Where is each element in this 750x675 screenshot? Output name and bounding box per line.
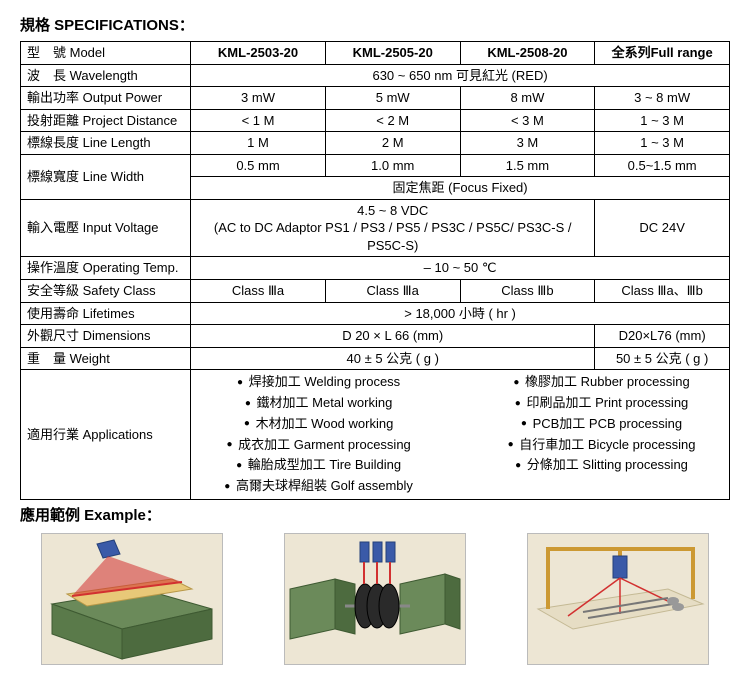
apps-col1: ● 焊接加工 Welding process● 鐵材加工 Metal worki… <box>197 372 440 497</box>
linelen-m2: 2 M <box>325 132 460 155</box>
linew-full: 0.5~1.5 mm <box>595 154 730 177</box>
row-proj: 投射距離 Project Distance < 1 M < 2 M < 3 M … <box>21 109 730 132</box>
optemp-label: 操作溫度 Operating Temp. <box>21 257 191 280</box>
output-label: 輸出功率 Output Power <box>21 87 191 110</box>
weight-main: 40 ± 5 公克 ( g ) <box>191 347 595 370</box>
linelen-label: 標線長度 Line Length <box>21 132 191 155</box>
row-dim: 外觀尺寸 Dimensions D 20 × L 66 (mm) D20×L76… <box>21 325 730 348</box>
involt-full: DC 24V <box>595 199 730 257</box>
linelen-m3: 3 M <box>460 132 595 155</box>
spec-table: 型 號 Model KML-2503-20 KML-2505-20 KML-25… <box>20 41 730 500</box>
linelen-m1: 1 M <box>191 132 326 155</box>
app-item: ● 分條加工 Slitting processing <box>480 455 723 476</box>
examples-row <box>20 533 730 665</box>
bullet-icon: ● <box>236 460 242 471</box>
safety-m3: Class Ⅲb <box>460 280 595 303</box>
dim-full: D20×L76 (mm) <box>595 325 730 348</box>
row-weight: 重 量 Weight 40 ± 5 公克 ( g ) 50 ± 5 公克 ( g… <box>21 347 730 370</box>
example-tile-2 <box>284 533 466 665</box>
row-safety: 安全等級 Safety Class Class Ⅲa Class Ⅲa Clas… <box>21 280 730 303</box>
example3-illustration <box>528 534 708 664</box>
row-output: 輸出功率 Output Power 3 mW 5 mW 8 mW 3 ~ 8 m… <box>21 87 730 110</box>
col-m2: KML-2505-20 <box>325 42 460 65</box>
safety-m2: Class Ⅲa <box>325 280 460 303</box>
linew-label: 標線寬度 Line Width <box>21 154 191 199</box>
life-label: 使用壽命 Lifetimes <box>21 302 191 325</box>
dim-label: 外觀尺寸 Dimensions <box>21 325 191 348</box>
example-tile-3 <box>527 533 709 665</box>
weight-full: 50 ± 5 公克 ( g ) <box>595 347 730 370</box>
proj-label: 投射距離 Project Distance <box>21 109 191 132</box>
bullet-icon: ● <box>237 377 243 388</box>
involt-main: 4.5 ~ 8 VDC (AC to DC Adaptor PS1 / PS3 … <box>191 199 595 257</box>
bullet-icon: ● <box>515 460 521 471</box>
example-heading: 應用範例 Example： <box>20 504 730 525</box>
safety-label: 安全等級 Safety Class <box>21 280 191 303</box>
wavelength-label: 波 長 Wavelength <box>21 64 191 87</box>
optemp-value: – 10 ~ 50 ℃ <box>191 257 730 280</box>
bullet-icon: ● <box>508 439 514 450</box>
proj-m1: < 1 M <box>191 109 326 132</box>
linew-m1: 0.5 mm <box>191 154 326 177</box>
example-tile-1 <box>41 533 223 665</box>
apps-col2: ● 橡膠加工 Rubber processing● 印刷品加工 Print pr… <box>480 372 723 497</box>
app-item: ● 高爾夫球桿組裝 Golf assembly <box>197 476 440 497</box>
dim-main: D 20 × L 66 (mm) <box>191 325 595 348</box>
row-involt: 輸入電壓 Input Voltage 4.5 ~ 8 VDC (AC to DC… <box>21 199 730 257</box>
apps-label: 適用行業 Applications <box>21 370 191 500</box>
app-item: ● 印刷品加工 Print processing <box>480 393 723 414</box>
col-full: 全系列Full range <box>595 42 730 65</box>
safety-m1: Class Ⅲa <box>191 280 326 303</box>
output-m3: 8 mW <box>460 87 595 110</box>
app-item: ● 橡膠加工 Rubber processing <box>480 372 723 393</box>
wavelength-value: 630 ~ 650 nm 可見紅光 (RED) <box>191 64 730 87</box>
involt-label: 輸入電壓 Input Voltage <box>21 199 191 257</box>
spec-heading: 規格 SPECIFICATIONS： <box>20 14 730 35</box>
app-item: ● 鐵材加工 Metal working <box>197 393 440 414</box>
linelen-full: 1 ~ 3 M <box>595 132 730 155</box>
weight-label: 重 量 Weight <box>21 347 191 370</box>
output-full: 3 ~ 8 mW <box>595 87 730 110</box>
proj-m3: < 3 M <box>460 109 595 132</box>
bullet-icon: ● <box>515 398 521 409</box>
life-value: > 18,000 小時 ( hr ) <box>191 302 730 325</box>
proj-full: 1 ~ 3 M <box>595 109 730 132</box>
row-optemp: 操作溫度 Operating Temp. – 10 ~ 50 ℃ <box>21 257 730 280</box>
app-item: ● 木材加工 Wood working <box>197 414 440 435</box>
row-apps: 適用行業 Applications ● 焊接加工 Welding process… <box>21 370 730 500</box>
app-item: ● 成衣加工 Garment processing <box>197 435 440 456</box>
row-life: 使用壽命 Lifetimes > 18,000 小時 ( hr ) <box>21 302 730 325</box>
involt-line2: (AC to DC Adaptor PS1 / PS3 / PS5 / PS3C… <box>214 220 572 253</box>
linew-m2: 1.0 mm <box>325 154 460 177</box>
linew-m3: 1.5 mm <box>460 154 595 177</box>
app-item: ● 輪胎成型加工 Tire Building <box>197 455 440 476</box>
example1-illustration <box>42 534 222 664</box>
bullet-icon: ● <box>224 481 230 492</box>
involt-line1: 4.5 ~ 8 VDC <box>357 203 428 218</box>
bullet-icon: ● <box>244 418 250 429</box>
bullet-icon: ● <box>521 418 527 429</box>
bullet-icon: ● <box>513 377 519 388</box>
col-model-label: 型 號 Model <box>21 42 191 65</box>
output-m2: 5 mW <box>325 87 460 110</box>
linew-note: 固定焦距 (Focus Fixed) <box>191 177 730 200</box>
bullet-icon: ● <box>245 398 251 409</box>
example2-illustration <box>285 534 465 664</box>
app-item: ● 焊接加工 Welding process <box>197 372 440 393</box>
proj-m2: < 2 M <box>325 109 460 132</box>
row-linew-1: 標線寬度 Line Width 0.5 mm 1.0 mm 1.5 mm 0.5… <box>21 154 730 177</box>
table-head-row: 型 號 Model KML-2503-20 KML-2505-20 KML-25… <box>21 42 730 65</box>
row-linelen: 標線長度 Line Length 1 M 2 M 3 M 1 ~ 3 M <box>21 132 730 155</box>
col-m1: KML-2503-20 <box>191 42 326 65</box>
app-item: ● 自行車加工 Bicycle processing <box>480 435 723 456</box>
output-m1: 3 mW <box>191 87 326 110</box>
safety-full: Class Ⅲa、Ⅲb <box>595 280 730 303</box>
bullet-icon: ● <box>226 439 232 450</box>
col-m3: KML-2508-20 <box>460 42 595 65</box>
app-item: ● PCB加工 PCB processing <box>480 414 723 435</box>
row-wavelength: 波 長 Wavelength 630 ~ 650 nm 可見紅光 (RED) <box>21 64 730 87</box>
apps-cell: ● 焊接加工 Welding process● 鐵材加工 Metal worki… <box>191 370 730 500</box>
